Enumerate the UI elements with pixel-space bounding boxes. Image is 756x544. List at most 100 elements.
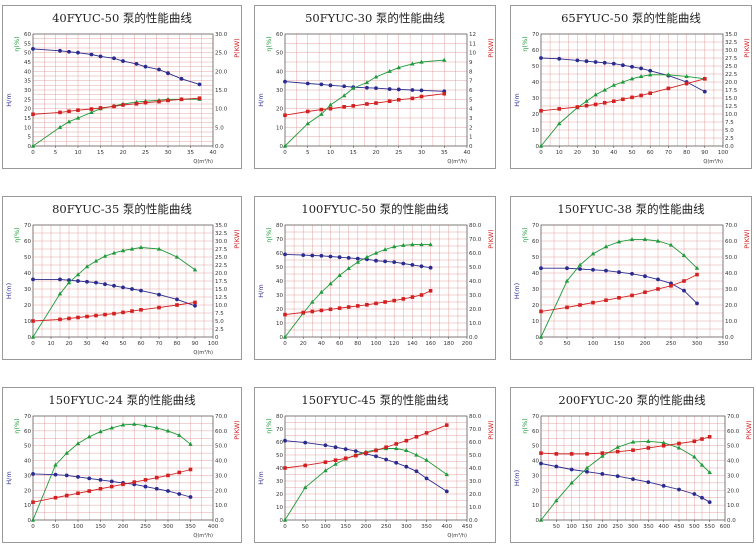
data-point-power bbox=[539, 309, 543, 314]
data-point-eff bbox=[638, 74, 644, 78]
data-point-power bbox=[197, 96, 202, 101]
data-point-power bbox=[383, 300, 387, 304]
right-tick-label: 27.5 bbox=[725, 56, 738, 62]
data-point-head bbox=[143, 484, 148, 489]
x-tick-label: 450 bbox=[674, 524, 685, 530]
right-tick-label: 70.0 bbox=[215, 414, 228, 420]
data-point-head bbox=[121, 285, 125, 290]
left-tick-label: 50 bbox=[532, 255, 539, 261]
data-point-head bbox=[557, 56, 562, 61]
data-point-power bbox=[328, 106, 333, 111]
left-tick-label: 60 bbox=[276, 440, 283, 446]
left-tick-label: 20 bbox=[532, 112, 539, 118]
data-point-power bbox=[374, 301, 378, 306]
right-tick-label: 35.0 bbox=[215, 223, 228, 229]
x-tick-label: 150 bbox=[614, 341, 625, 347]
data-point-head bbox=[310, 253, 315, 258]
chart-title: 80FYUC-35 泵的性能曲线 bbox=[52, 202, 192, 216]
series-eff bbox=[538, 237, 700, 339]
data-point-head bbox=[410, 263, 415, 267]
x-tick-label: 400 bbox=[658, 524, 669, 530]
data-point-power bbox=[646, 446, 651, 450]
x-tick-label: 150 bbox=[340, 524, 351, 530]
plot-frame bbox=[540, 224, 724, 338]
x-tick-label: 80 bbox=[174, 341, 181, 347]
right-tick-label: 50.0 bbox=[469, 265, 482, 271]
series-line-power bbox=[284, 290, 431, 316]
data-point-power bbox=[53, 495, 58, 500]
data-point-head bbox=[584, 59, 589, 64]
left-tick-label: 10 bbox=[532, 503, 539, 509]
data-point-power bbox=[319, 107, 324, 112]
data-point-head bbox=[85, 279, 89, 284]
data-point-head bbox=[98, 477, 103, 482]
left-tick-label: 30 bbox=[532, 287, 539, 293]
data-point-power bbox=[677, 441, 681, 446]
x-tick-label: 60 bbox=[336, 341, 343, 347]
data-point-power bbox=[356, 304, 360, 308]
x-tick-label: 10 bbox=[327, 150, 334, 156]
data-point-head bbox=[94, 280, 98, 285]
x-tick-label: 100 bbox=[371, 341, 382, 347]
data-point-eff bbox=[333, 461, 338, 466]
data-point-eff bbox=[655, 238, 661, 243]
x-tick-label: 200 bbox=[640, 341, 651, 347]
plot-area: 0 50 100 150 200 250 300 350 0 10 20 30 40 50 60 70 0.0 1… bbox=[513, 223, 751, 347]
x-tick-label: 180 bbox=[444, 341, 455, 347]
data-point-power bbox=[132, 480, 137, 484]
left-tick-label: 10 bbox=[276, 125, 283, 131]
data-point-power bbox=[684, 81, 689, 86]
data-point-head bbox=[630, 64, 634, 69]
data-point-power bbox=[700, 437, 704, 441]
x-tick-label: 350 bbox=[718, 341, 729, 347]
x-tick-label: 50 bbox=[302, 524, 309, 530]
x-tick-label: 40 bbox=[210, 150, 217, 156]
data-point-eff bbox=[577, 262, 583, 267]
x-tick-label: 10 bbox=[75, 150, 82, 156]
data-point-head bbox=[109, 479, 114, 484]
chart-panel-3: 65FYUC-50 泵的性能曲线 0 10 20 30 40 50 60 70 80 90 100 0 1… bbox=[510, 5, 752, 169]
data-point-power bbox=[630, 95, 634, 100]
left-tick-label: 70 bbox=[24, 223, 31, 229]
right-tick-label: 30.0 bbox=[215, 473, 228, 479]
chart-svg: 0 10 20 30 40 50 60 70 80 90 10001020304050607002.… bbox=[5, 223, 241, 356]
data-point-power bbox=[565, 305, 569, 310]
data-point-head bbox=[283, 438, 287, 443]
right-tick-label: 10.0 bbox=[727, 503, 740, 509]
left-axis-label-eff: η(%) bbox=[521, 227, 529, 242]
x-tick-label: 400 bbox=[442, 524, 453, 530]
data-point-head bbox=[154, 486, 159, 491]
data-point-power bbox=[695, 272, 699, 277]
x-tick-label: 160 bbox=[425, 341, 436, 347]
data-point-head bbox=[76, 279, 80, 283]
data-point-power bbox=[328, 307, 333, 312]
right-tick-label: 1 bbox=[469, 135, 473, 141]
left-axis-label-eff: η(%) bbox=[13, 227, 21, 242]
x-tick-label: 15 bbox=[97, 150, 104, 156]
data-point-head bbox=[319, 82, 324, 87]
right-tick-label: 11 bbox=[469, 41, 476, 47]
right-tick-label: 20.0 bbox=[469, 492, 482, 498]
chart-svg: 0 5 10 15 20 25 30 35 40 0 5 10 15 20 25 30 35 40 45 50 55 60… bbox=[5, 32, 241, 165]
left-tick-label: 60 bbox=[276, 251, 283, 257]
chart-title: 65FYUC-50 泵的性能曲线 bbox=[561, 11, 701, 25]
right-tick-label: 0.0 bbox=[469, 518, 478, 524]
data-point-head bbox=[193, 303, 197, 308]
data-point-eff bbox=[629, 76, 635, 81]
data-point-power bbox=[631, 448, 635, 452]
right-tick-label: 40.0 bbox=[215, 459, 228, 465]
data-point-eff bbox=[346, 266, 351, 270]
data-point-head bbox=[112, 56, 116, 61]
right-tick-label: 35.0 bbox=[725, 32, 738, 38]
right-tick-label: 15.0 bbox=[725, 96, 738, 102]
data-point-head bbox=[656, 277, 660, 282]
data-point-eff bbox=[102, 253, 108, 258]
right-tick-label: 15.0 bbox=[215, 88, 228, 94]
data-point-head bbox=[283, 79, 287, 84]
right-tick-label: 0.0 bbox=[727, 518, 736, 524]
data-point-head bbox=[355, 256, 360, 261]
x-tick-label: 100 bbox=[566, 524, 577, 530]
x-tick-label: 120 bbox=[389, 341, 400, 347]
data-point-eff bbox=[707, 470, 712, 475]
left-tick-label: 10 bbox=[24, 125, 31, 131]
